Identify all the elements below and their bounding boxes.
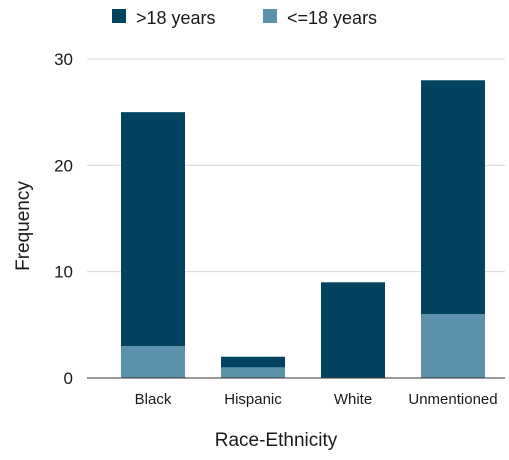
bar-unmentioned-over-18 (421, 80, 485, 315)
y-axis-title: Frequency (13, 181, 34, 271)
bar-black-over-18 (121, 112, 185, 347)
x-tick-label: White (334, 391, 372, 408)
x-axis-title: Race-Ethnicity (215, 430, 338, 451)
legend-swatch (112, 9, 126, 23)
bar-hispanic-under-18 (221, 367, 285, 378)
x-tick-label: Unmentioned (408, 391, 497, 408)
axes: 0 10 20 30 Black Hispanic White Unmentioned (54, 50, 505, 408)
x-tick-label: Black (135, 391, 172, 408)
x-tick-label: Hispanic (224, 391, 282, 408)
y-tick-label: 30 (54, 50, 73, 69)
bar-unmentioned-under-18 (421, 314, 485, 378)
legend-label: >18 years (136, 8, 216, 28)
bar-white-over-18 (321, 282, 385, 378)
legend-swatch (263, 9, 277, 23)
y-tick-label: 20 (54, 156, 73, 175)
y-tick-label: 10 (54, 263, 73, 282)
bars (121, 80, 485, 378)
y-tick-label: 0 (64, 369, 73, 388)
legend-label: <=18 years (287, 8, 377, 28)
bar-black-under-18 (121, 346, 185, 378)
legend: >18 years <=18 years (112, 8, 377, 28)
bar-hispanic-over-18 (221, 356, 285, 368)
